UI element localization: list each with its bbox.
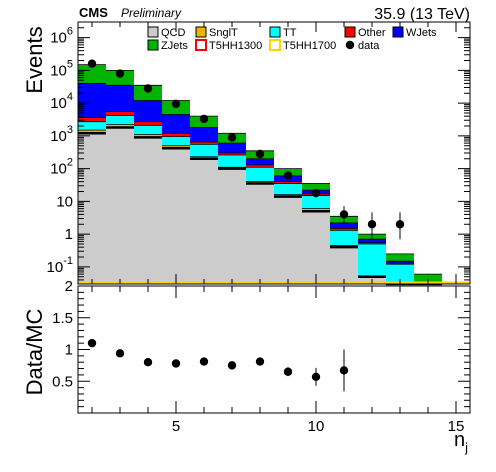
top-ytick-label: 103 <box>50 124 73 145</box>
xlabel: nj <box>454 429 468 455</box>
stack-bar-qcd <box>106 127 134 284</box>
ratio-point <box>283 367 293 376</box>
data-point <box>115 69 125 78</box>
top-ytick-label: 1 <box>65 226 73 243</box>
ratio-xtick-label: 5 <box>172 418 180 435</box>
ratio-xtick-label: 10 <box>308 418 325 435</box>
ratio-ytick-label: 1 <box>65 342 73 359</box>
ratio-point <box>339 366 349 375</box>
top-ytick-label-exp: 4 <box>67 91 73 103</box>
data-point <box>395 220 405 229</box>
data-point <box>87 59 97 68</box>
ratio-ytick-label: 0.5 <box>52 373 73 390</box>
legend-entry-wjets: WJets <box>392 26 437 39</box>
data-point <box>171 99 181 109</box>
top-ytick-label-exp: 2 <box>67 157 73 169</box>
legend-label: WJets <box>406 27 437 39</box>
status-label: Preliminary <box>121 6 182 20</box>
legend-label: TT <box>283 27 297 39</box>
legend-entry-tt: TT <box>269 26 297 39</box>
top-ytick-label-base: 10 <box>50 30 67 47</box>
legend-swatch <box>344 26 356 38</box>
data-point <box>311 188 321 198</box>
legend-swatch <box>269 39 281 51</box>
top-ytick-label: 106 <box>50 26 73 47</box>
top-ylabel: Events <box>22 26 47 93</box>
legend-label: QCD <box>161 27 186 39</box>
top-ytick-label: 105 <box>50 58 73 79</box>
legend-swatch <box>195 39 207 51</box>
ratio-point <box>87 338 97 348</box>
stack-bar-qcd <box>246 183 274 284</box>
top-ytick-label-exp: 5 <box>67 58 73 70</box>
top-ytick-label-base: 10 <box>50 128 67 145</box>
legend-swatch <box>147 26 159 38</box>
data-point <box>367 220 377 229</box>
top-ytick-label: 10 <box>56 193 73 210</box>
legend-label: T5HH1300 <box>209 40 262 52</box>
data-point <box>143 84 153 93</box>
legend-entry-t5hh1700: T5HH1700 <box>269 39 336 52</box>
legend-label: SnglT <box>209 27 238 39</box>
ratio-point <box>171 359 181 368</box>
top-ytick-label-base: 10 <box>50 95 67 112</box>
legend-swatch <box>195 26 207 38</box>
stack-bar-qcd <box>302 211 330 284</box>
top-ytick-label-exp: 3 <box>67 124 73 136</box>
legend-label: T5HH1700 <box>283 40 336 52</box>
ratio-xtick-label: 15 <box>448 418 465 435</box>
data-point <box>227 133 237 142</box>
top-ytick-label-base: 10 <box>47 259 64 276</box>
ratio-point <box>143 358 153 367</box>
legend-swatch <box>392 26 404 38</box>
stack-bar-qcd <box>162 148 190 284</box>
legend-entry-zjets: ZJets <box>147 39 188 52</box>
legend-marker <box>345 40 355 50</box>
ratio-ylabel: Data/MC <box>22 308 47 395</box>
ratio-point <box>311 372 321 382</box>
data-point <box>283 171 293 180</box>
experiment-label: CMS <box>79 5 108 20</box>
legend-swatch <box>147 39 159 51</box>
top-ytick-label: 10-1 <box>47 255 73 276</box>
ratio-point <box>115 349 125 358</box>
ratio-panel: 0.5 1 1.5 2 5 10 15 <box>52 278 471 435</box>
legend-entry-data: data <box>345 40 380 52</box>
top-ytick-label-base: 10 <box>50 161 67 178</box>
top-ytick-label-exp: -1 <box>63 255 73 267</box>
top-ytick-label-base: 10 <box>50 62 67 79</box>
stack-bar-qcd <box>274 196 302 284</box>
ratio-ytick-label: 1.5 <box>52 310 73 327</box>
legend-label: Other <box>358 27 386 39</box>
xlabel-main: n <box>454 429 465 451</box>
ratio-point <box>255 357 265 366</box>
stack-bar-qcd <box>218 168 246 284</box>
data-point <box>199 114 209 124</box>
stack-bar-tt <box>386 264 414 284</box>
stack-bar-qcd <box>134 137 162 284</box>
ratio-point <box>227 361 237 370</box>
lumi-label: 35.9 (13 TeV) <box>374 6 470 23</box>
stack-bar-qcd <box>330 247 358 284</box>
data-point <box>339 210 349 219</box>
top-ytick-label: 102 <box>50 157 73 178</box>
data-point <box>255 149 265 159</box>
legend-entry-t5hh1300: T5HH1300 <box>195 39 262 52</box>
xlabel-sub: j <box>464 440 468 455</box>
stack-bar-qcd <box>190 158 218 284</box>
legend-label: ZJets <box>161 40 188 52</box>
top-ytick-label-base: 1 <box>65 226 73 243</box>
top-ytick-label: 104 <box>50 91 73 112</box>
top-ytick-label-base: 10 <box>56 193 73 210</box>
legend-entry-other: Other <box>344 26 386 39</box>
legend-entry-snglt: SnglT <box>195 26 238 39</box>
legend-swatch <box>269 26 281 38</box>
legend-entry-qcd: QCD <box>147 26 186 39</box>
ratio-point <box>199 357 209 366</box>
ratio-ytick-label: 2 <box>65 278 73 295</box>
top-ytick-label-exp: 6 <box>67 26 73 38</box>
legend-label: data <box>358 40 380 52</box>
